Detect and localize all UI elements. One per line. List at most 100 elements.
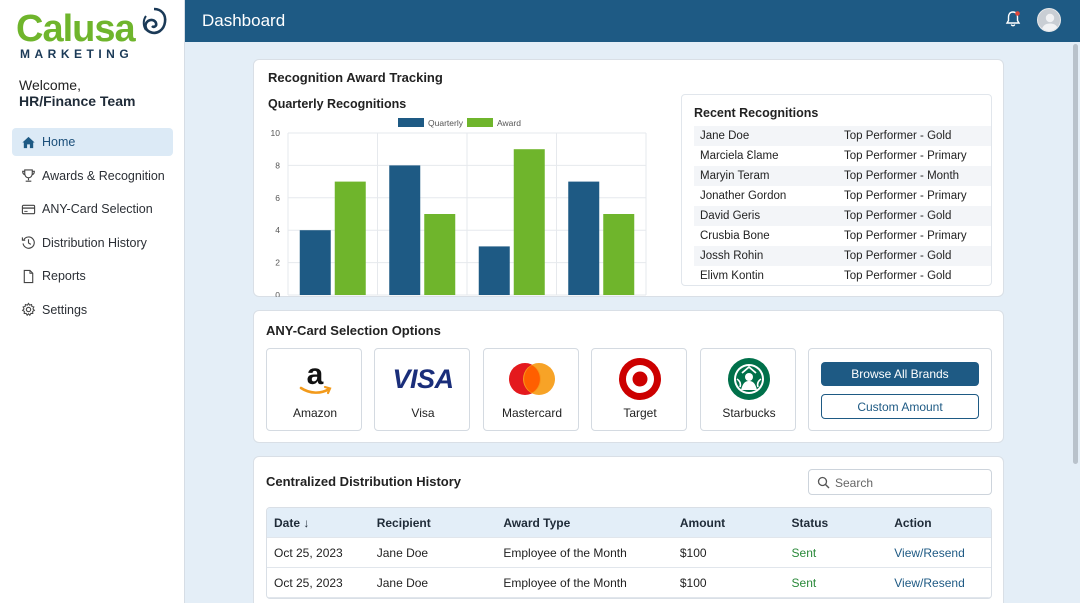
recognition-card-title: Recognition Award Tracking: [268, 70, 443, 85]
recent-name: David Geris: [700, 210, 761, 222]
sidebar-item-label: Home: [42, 135, 76, 149]
y-tick-label: 10: [271, 128, 281, 138]
brand-name: Amazon: [292, 406, 338, 420]
brand-name: Starbucks: [722, 406, 776, 420]
recent-award: Top Performer - Primary: [844, 190, 967, 202]
page-title: Dashboard: [202, 11, 286, 30]
bar-quarterly: [478, 246, 510, 295]
browse-all-brands-button[interactable]: Browse All Brands: [821, 362, 979, 386]
brand-name: Mastercard: [501, 406, 563, 420]
bar-award: [424, 214, 456, 295]
recent-award: Top Performer - Primary: [844, 150, 967, 162]
sidebar-item-any-card[interactable]: ANY-Card Selection: [12, 195, 173, 223]
legend-swatch: [398, 118, 424, 127]
column-header-date[interactable]: Date ↓: [267, 516, 377, 530]
recent-row[interactable]: Marciela Ɛlame Top Performer - Primary: [694, 146, 991, 166]
custom-amount-button[interactable]: Custom Amount: [821, 394, 979, 419]
brand-name: Visa: [411, 406, 435, 420]
recent-award: Top Performer - Gold: [844, 250, 952, 262]
cell-amount: $100: [679, 575, 707, 590]
brand-visa[interactable]: VISA Visa: [374, 348, 470, 431]
quarterly-chart-panel: Quarterly Recognitions 0246810Q1 2023Q1 …: [254, 90, 666, 297]
starbucks-logo: [701, 357, 797, 401]
sidebar-item-label: Reports: [42, 269, 86, 283]
recent-row[interactable]: Elivm Kontin Top Performer - Gold: [694, 266, 991, 286]
view-resend-link[interactable]: View/Resend: [894, 545, 965, 560]
legend-label: Quarterly: [428, 118, 464, 128]
bar-quarterly: [389, 165, 421, 295]
column-header-status[interactable]: Status: [791, 515, 829, 530]
recognition-tracking-card: Recognition Award Tracking Quarterly Rec…: [253, 59, 1004, 297]
recent-row[interactable]: Jonather Gordon Top Performer - Primary: [694, 186, 991, 206]
column-header-award-type[interactable]: Award Type: [503, 515, 571, 530]
cell-date: Oct 25, 2023: [274, 545, 343, 560]
sidebar-item-reports[interactable]: Reports: [12, 262, 173, 290]
brand-name: Target: [623, 406, 657, 420]
column-header-action: Action: [894, 515, 932, 530]
recent-award: Top Performer - Gold: [844, 270, 952, 282]
mastercard-logo: [484, 357, 580, 401]
cell-date: Oct 25, 2023: [274, 575, 343, 590]
search-box[interactable]: [808, 469, 992, 495]
column-header-amount[interactable]: Amount: [679, 515, 726, 530]
recent-row[interactable]: Jane Doe Top Performer - Gold: [694, 126, 991, 146]
sidebar-item-awards[interactable]: Awards & Recognition: [12, 162, 173, 190]
chart-title: Quarterly Recognitions: [268, 97, 407, 111]
svg-text:a: a: [307, 359, 324, 391]
legend-label: Award: [497, 118, 521, 128]
notification-bell-icon[interactable]: [1003, 9, 1023, 29]
welcome-greeting: Welcome,: [19, 77, 81, 93]
bar-quarterly: [568, 181, 600, 295]
recent-row[interactable]: Jossh Rohin Top Performer - Gold: [694, 246, 991, 266]
recent-name: Jonather Gordon: [700, 190, 787, 202]
logo-subtext: MARKETING: [20, 47, 134, 61]
y-tick-label: 0: [275, 290, 280, 297]
sidebar-item-distribution-history[interactable]: Distribution History: [12, 229, 173, 257]
page-scrollbar[interactable]: [1073, 44, 1078, 464]
status-badge: Sent: [791, 545, 817, 560]
view-resend-link[interactable]: View/Resend: [894, 575, 965, 590]
bar-award: [603, 214, 635, 295]
welcome-team: HR/Finance Team: [19, 93, 136, 109]
target-logo: [592, 357, 688, 401]
selection-title: ANY-Card Selection Options: [266, 323, 441, 338]
sidebar-item-label: ANY-Card Selection: [42, 202, 153, 216]
sidebar-item-settings[interactable]: Settings: [12, 296, 173, 324]
any-card-selection-card: ANY-Card Selection Options a Amazon VISA…: [253, 310, 1004, 443]
column-header-recipient[interactable]: Recipient: [376, 515, 431, 530]
brand-mastercard[interactable]: Mastercard: [483, 348, 579, 431]
brand-amazon[interactable]: a Amazon: [266, 348, 362, 431]
sidebar-nav: Home Awards & Recognition ANY-Card Selec…: [12, 128, 173, 329]
recent-award: Top Performer - Month: [844, 170, 960, 182]
distribution-table: Date ↓ Recipient Award Type Amount Statu…: [266, 507, 992, 599]
brand-starbucks[interactable]: Starbucks: [700, 348, 796, 431]
distribution-title: Centralized Distribution History: [266, 474, 462, 489]
sidebar-item-home[interactable]: Home: [12, 128, 173, 156]
sidebar-item-label: Awards & Recognition: [42, 168, 165, 183]
document-icon: [20, 268, 36, 284]
home-icon: [20, 134, 36, 150]
company-logo[interactable]: Calusa MARKETING: [16, 6, 171, 62]
trophy-icon: [20, 168, 36, 184]
recent-row[interactable]: David Geris Top Performer - Gold: [694, 206, 991, 226]
legend-swatch: [467, 118, 493, 127]
column-header-label: Date: [274, 515, 301, 530]
bar-award: [334, 181, 366, 295]
recent-name: Marciela Ɛlame: [700, 150, 779, 162]
recent-row[interactable]: Maryin Teram Top Performer - Month: [694, 166, 991, 186]
search-input[interactable]: [835, 474, 985, 491]
y-tick-label: 6: [275, 193, 280, 203]
recent-award: Top Performer - Gold: [844, 130, 952, 142]
recent-award: Top Performer - Gold: [844, 210, 952, 222]
recent-name: Elivm Kontin: [700, 270, 764, 282]
user-avatar[interactable]: [1037, 8, 1061, 32]
cell-recipient: Jane Doe: [376, 575, 429, 590]
user-icon: [1041, 13, 1059, 31]
nautilus-icon: [142, 7, 167, 35]
logo-text: Calusa: [16, 8, 136, 50]
recent-row[interactable]: Crusbia Bone Top Performer - Primary: [694, 226, 991, 246]
cell-award-type: Employee of the Month: [503, 575, 627, 590]
brand-target[interactable]: Target: [591, 348, 687, 431]
y-tick-label: 8: [275, 160, 280, 170]
table-header: Date ↓ Recipient Award Type Amount Statu…: [267, 508, 991, 538]
